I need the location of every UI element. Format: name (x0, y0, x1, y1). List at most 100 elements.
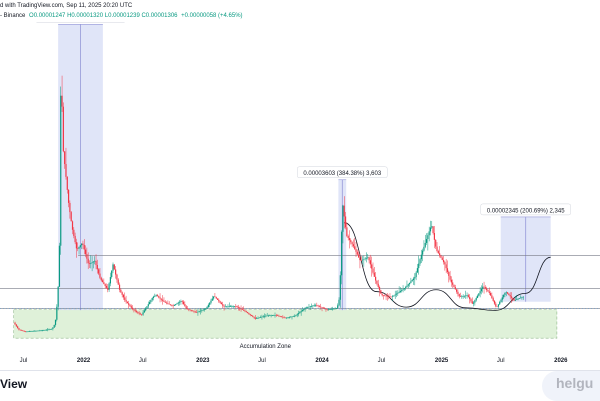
candle-body (131, 306, 132, 308)
candle-body (94, 261, 95, 262)
candle-body (293, 316, 294, 317)
candle-body (116, 275, 117, 280)
candle-body (257, 318, 258, 319)
candle-body (303, 309, 304, 310)
candle-body (380, 290, 381, 293)
candle-body (142, 312, 143, 314)
candle-body (456, 289, 457, 291)
candle-body (464, 296, 465, 297)
candle-body (93, 262, 94, 263)
candle-body (387, 296, 388, 297)
candle-body (517, 299, 518, 300)
candle-body (272, 315, 273, 316)
candle-body (508, 294, 509, 295)
x-tick-label: Jul (497, 358, 505, 364)
candle-body (371, 264, 372, 268)
candle-body (114, 264, 115, 269)
candle-body (402, 289, 403, 290)
x-tick-label: Jul (20, 358, 28, 364)
candle-body (182, 301, 183, 302)
candle-body (71, 212, 72, 221)
candle-body (76, 242, 77, 248)
candle-body (491, 295, 492, 298)
candle-body (383, 295, 384, 296)
candle-body (78, 247, 79, 249)
candle-body (421, 255, 422, 259)
candle-body (335, 308, 336, 309)
candle-body (192, 311, 193, 312)
candle-body (127, 302, 128, 304)
candle-body (502, 297, 503, 299)
candle-body (200, 311, 201, 312)
candle-body (355, 249, 356, 252)
candle-body (374, 273, 375, 277)
candle-body (148, 304, 149, 306)
candle-body (163, 301, 164, 302)
x-tick-label: Jul (258, 358, 266, 364)
candle-body (362, 260, 363, 261)
candle-body (323, 308, 324, 309)
candle-body (495, 304, 496, 307)
candle-body (299, 312, 300, 313)
candle-body (350, 240, 351, 242)
candle-body (413, 279, 414, 280)
candle-body (144, 310, 145, 312)
x-tick-label: Jul (378, 358, 386, 364)
candle-body (367, 257, 368, 258)
candle-body (375, 277, 376, 281)
candle-body (176, 303, 177, 304)
candle-body (149, 302, 150, 304)
candle-body (220, 301, 221, 302)
candle-body (29, 331, 30, 332)
candle-body (327, 309, 328, 310)
candle-body (485, 287, 486, 288)
candle-body (348, 236, 349, 238)
candle-body (460, 296, 461, 297)
candle-body (69, 203, 70, 212)
candle-body (80, 245, 81, 247)
watermark-badge: helgu (542, 371, 600, 401)
candle-body (89, 263, 90, 264)
candle-body (440, 255, 441, 257)
candle-body (26, 332, 27, 333)
candle-body (270, 315, 271, 316)
candle-body (196, 312, 197, 313)
candle-body (162, 300, 163, 301)
candle-body (291, 317, 292, 318)
candle-body (342, 206, 343, 232)
candle-body (56, 307, 57, 320)
candle-body (397, 293, 398, 294)
candle-body (42, 330, 43, 331)
candle-body (16, 324, 17, 326)
candle-body (243, 310, 244, 311)
candle-body (18, 328, 19, 329)
candle-body (513, 299, 514, 300)
x-tick-label: 2024 (315, 358, 329, 364)
candle-body (404, 288, 405, 289)
candle-body (222, 304, 223, 305)
candle-body (363, 259, 364, 260)
candle-body (24, 331, 25, 332)
candle-body (478, 293, 479, 295)
candle-body (438, 251, 439, 253)
candle-body (376, 281, 377, 284)
candle-body (65, 164, 66, 177)
candle-body (461, 296, 462, 297)
candle-body (259, 318, 260, 319)
candle-body (129, 305, 130, 307)
candle-body (55, 320, 56, 325)
candle-body (191, 310, 192, 311)
candle-body (229, 306, 230, 307)
candle-body (306, 308, 307, 309)
candle-body (46, 330, 47, 331)
candle-body (77, 248, 78, 249)
candle-body (158, 296, 159, 297)
candle-body (99, 274, 100, 278)
candle-body (48, 329, 49, 330)
candle-body (97, 265, 98, 269)
candle-body (22, 331, 23, 332)
candle-body (515, 300, 516, 301)
candle-body (30, 331, 31, 332)
